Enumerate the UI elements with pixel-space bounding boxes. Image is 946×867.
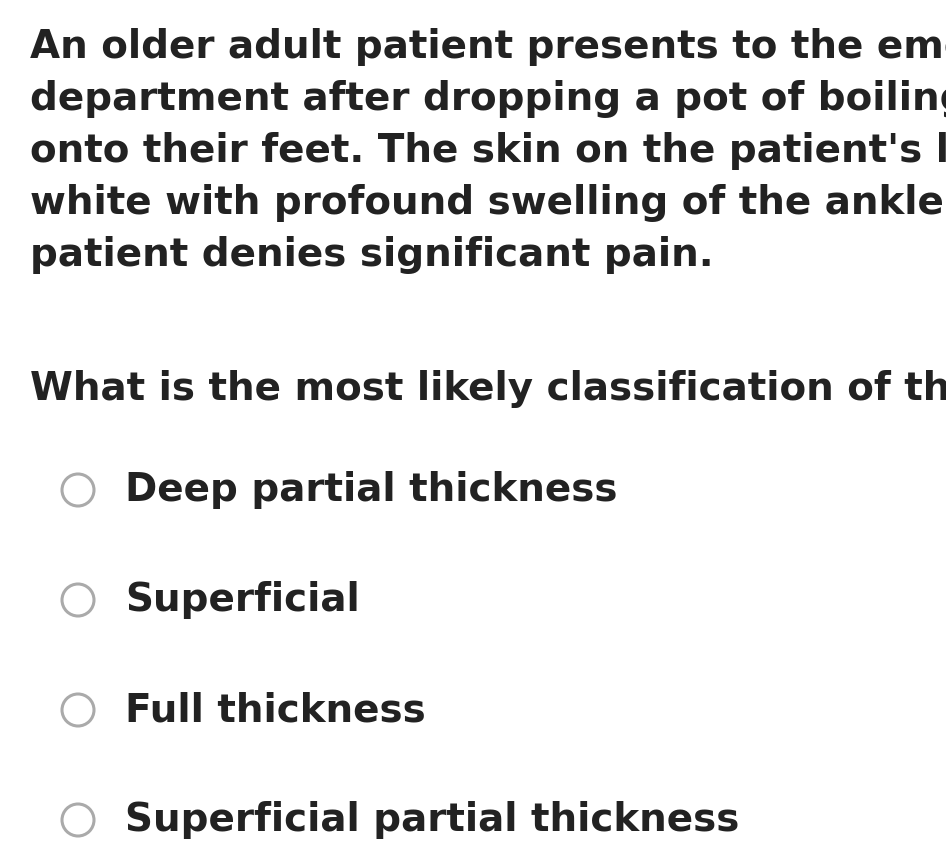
Text: Full thickness: Full thickness <box>125 691 426 729</box>
Text: onto their feet. The skin on the patient's left foot is: onto their feet. The skin on the patient… <box>30 132 946 170</box>
Text: white with profound swelling of the ankle. The: white with profound swelling of the ankl… <box>30 184 946 222</box>
Text: patient denies significant pain.: patient denies significant pain. <box>30 236 713 274</box>
Text: What is the most likely classification of this burn?: What is the most likely classification o… <box>30 370 946 408</box>
Text: department after dropping a pot of boiling water: department after dropping a pot of boili… <box>30 80 946 118</box>
Text: Deep partial thickness: Deep partial thickness <box>125 471 618 509</box>
Text: Superficial partial thickness: Superficial partial thickness <box>125 801 740 839</box>
Text: An older adult patient presents to the emergency: An older adult patient presents to the e… <box>30 28 946 66</box>
Text: Superficial: Superficial <box>125 581 359 619</box>
